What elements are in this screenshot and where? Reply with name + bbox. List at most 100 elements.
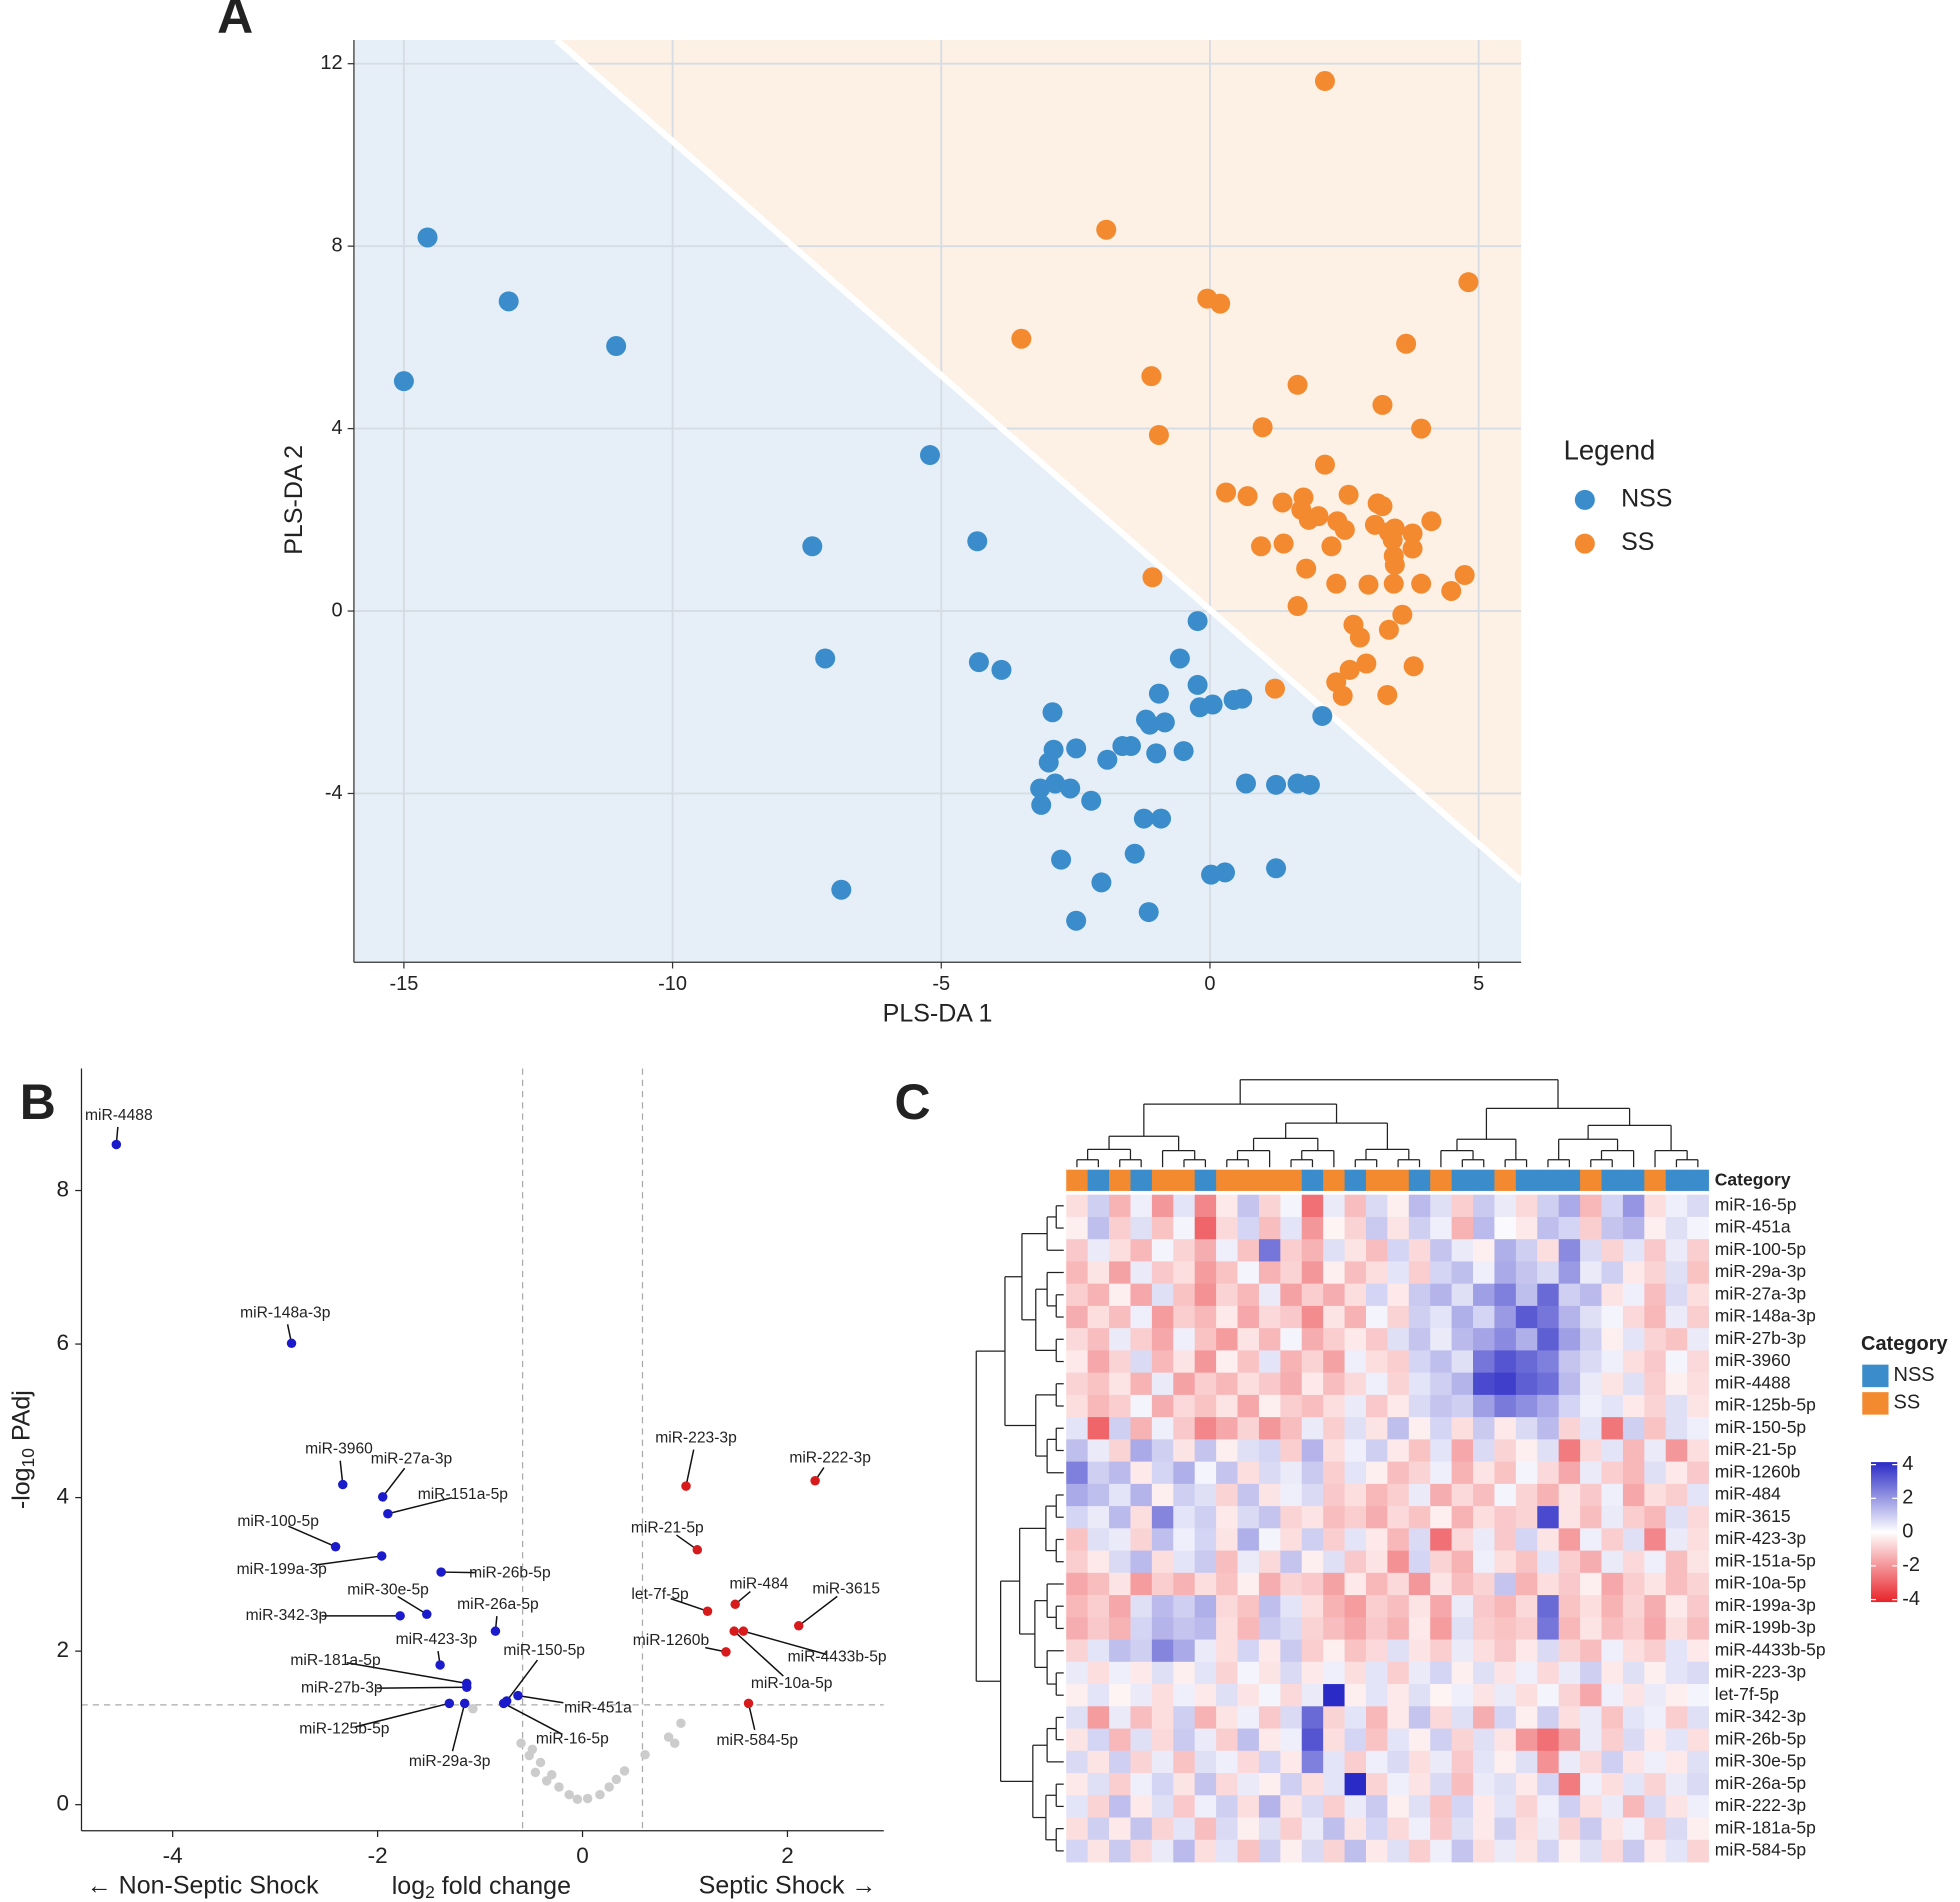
point <box>527 1744 538 1755</box>
heatmap-cell <box>1387 1795 1410 1818</box>
heatmap-cell <box>1130 1706 1153 1729</box>
heatmap-cell <box>1644 1528 1667 1551</box>
heatmap-cell <box>1365 1194 1388 1218</box>
heatmap-cell <box>1537 1194 1560 1218</box>
heatmap-cell <box>1515 1328 1538 1351</box>
heatmap-cell <box>1344 1194 1367 1218</box>
point-label: miR-151a-5p <box>418 1486 509 1503</box>
heatmap-cell <box>1280 1283 1303 1307</box>
heatmap-cell <box>1323 1795 1345 1818</box>
heatmap-cell <box>1258 1305 1281 1329</box>
heatmap-cell <box>1687 1394 1709 1418</box>
heatmap-cell <box>1494 1417 1517 1440</box>
heatmap-cell <box>1622 1684 1645 1707</box>
heatmap-cell <box>1087 1817 1110 1841</box>
heatmap-cell <box>1066 1817 1089 1841</box>
heatmap-cell <box>1408 1706 1431 1729</box>
point <box>462 1682 472 1692</box>
heatmap-cell <box>1301 1328 1324 1351</box>
heatmap-cell <box>1494 1483 1517 1507</box>
point <box>1356 653 1377 674</box>
heatmap-cell <box>1066 1617 1089 1640</box>
heatmap-cell <box>1280 1773 1303 1796</box>
heatmap-cell <box>1644 1839 1667 1863</box>
heatmap-cell <box>1301 1216 1324 1240</box>
heatmap-cell <box>1665 1194 1688 1218</box>
heatmap-cell <box>1194 1773 1217 1796</box>
point <box>564 1789 574 1800</box>
point <box>802 536 823 557</box>
heatmap-cell <box>1323 1328 1345 1351</box>
point <box>1097 749 1118 770</box>
row-label: miR-3960 <box>1715 1350 1791 1370</box>
heatmap-cell <box>1665 1661 1688 1685</box>
row-label: miR-4433b-5p <box>1715 1639 1826 1659</box>
heatmap-cell <box>1473 1639 1495 1663</box>
heatmap-cell <box>1387 1661 1410 1685</box>
point <box>330 1541 341 1552</box>
heatmap-cell <box>1687 1417 1709 1440</box>
heatmap-cell <box>1323 1305 1345 1329</box>
heatmap-cell <box>1580 1684 1602 1707</box>
point <box>1148 424 1169 445</box>
heatmap-cell <box>1216 1728 1238 1752</box>
heatmap-cell <box>1644 1550 1667 1574</box>
heatmap-cell <box>1216 1372 1238 1396</box>
point <box>1066 910 1087 931</box>
heatmap-cell <box>1494 1261 1517 1285</box>
heatmap-cell <box>1473 1506 1495 1529</box>
heatmap-cell <box>1387 1617 1410 1640</box>
heatmap-cell <box>1258 1639 1281 1663</box>
heatmap-cell <box>1301 1639 1324 1663</box>
heatmap-cell <box>1109 1595 1131 1618</box>
point <box>1266 774 1287 795</box>
heatmap-cell <box>1473 1350 1495 1374</box>
heatmap-cell <box>1665 1795 1688 1818</box>
heatmap-cell <box>1066 1639 1089 1663</box>
heatmap-cell <box>1601 1372 1624 1396</box>
point <box>721 1647 731 1657</box>
x-tick-label: -10 <box>658 973 687 995</box>
point <box>444 1698 455 1709</box>
heatmap-cell <box>1601 1617 1624 1640</box>
row-label: miR-16-5p <box>1715 1194 1797 1214</box>
heatmap-cell <box>1280 1506 1303 1529</box>
legend-label: SS <box>1894 1392 1921 1414</box>
heatmap-cell <box>1387 1372 1410 1396</box>
point <box>1378 619 1399 640</box>
heatmap-cell <box>1580 1305 1602 1329</box>
heatmap-cell <box>1387 1350 1410 1374</box>
heatmap-cell <box>1622 1639 1645 1663</box>
heatmap-cell <box>1216 1283 1238 1307</box>
heatmap-cell <box>1365 1506 1388 1529</box>
heatmap-cell <box>1601 1750 1624 1774</box>
heatmap-cell <box>1558 1572 1581 1596</box>
heatmap-cell <box>1173 1617 1196 1640</box>
heatmap-cell <box>1451 1305 1474 1329</box>
point-label: miR-27a-3p <box>371 1450 453 1467</box>
heatmap-cell <box>1430 1417 1453 1440</box>
heatmap-cell <box>1430 1372 1453 1396</box>
heatmap-cell <box>1622 1261 1645 1285</box>
heatmap-cell <box>1344 1661 1367 1685</box>
heatmap-cell <box>1515 1394 1538 1418</box>
heatmap-cell <box>1130 1417 1153 1440</box>
label-part: PAdj <box>7 1390 35 1448</box>
heatmap-cell <box>1537 1394 1560 1418</box>
heatmap-cell <box>1066 1595 1089 1618</box>
heatmap-cell <box>1687 1305 1709 1329</box>
heatmap-cell <box>1515 1639 1538 1663</box>
heatmap-cell <box>1430 1506 1453 1529</box>
heatmap-cell <box>1365 1550 1388 1574</box>
heatmap-cell <box>1109 1483 1131 1507</box>
heatmap-cell <box>1473 1483 1495 1507</box>
heatmap-cell <box>1451 1417 1474 1440</box>
heatmap-cell <box>1451 1506 1474 1529</box>
heatmap-cell <box>1280 1750 1303 1774</box>
heatmap-cell <box>1430 1572 1453 1596</box>
point <box>967 531 988 552</box>
heatmap-cell <box>1365 1639 1388 1663</box>
heatmap-cell <box>1687 1706 1709 1729</box>
heatmap-cell <box>1365 1417 1388 1440</box>
